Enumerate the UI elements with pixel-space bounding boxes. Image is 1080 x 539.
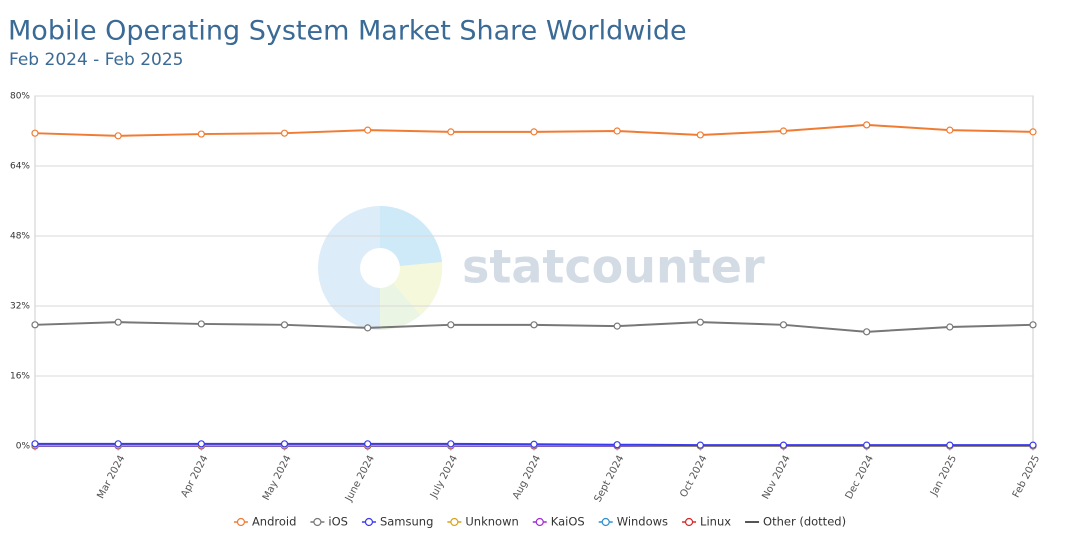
data-point bbox=[280, 440, 289, 448]
data-point bbox=[779, 321, 788, 329]
data-point bbox=[447, 440, 455, 448]
data-point bbox=[613, 441, 621, 449]
data-point bbox=[114, 440, 122, 448]
data-point bbox=[863, 121, 871, 129]
x-tick-label: Apr 2024 bbox=[179, 454, 210, 500]
data-point bbox=[280, 321, 289, 329]
legend-item[interactable]: Unknown bbox=[447, 515, 519, 529]
watermark: statcounter bbox=[462, 240, 765, 294]
x-tick-label: Jan 2025 bbox=[928, 454, 959, 499]
legend-item[interactable]: Android bbox=[233, 515, 296, 529]
data-point bbox=[114, 318, 122, 326]
legend-marker bbox=[601, 517, 610, 527]
legend-marker bbox=[535, 517, 544, 527]
data-point bbox=[530, 321, 538, 329]
chart-subtitle: Feb 2024 - Feb 2025 bbox=[9, 50, 183, 70]
x-tick-label: Oct 2024 bbox=[678, 454, 709, 500]
legend-marker bbox=[364, 517, 374, 527]
x-tick-label: June 2024 bbox=[343, 454, 377, 505]
legend-label: iOS bbox=[328, 515, 348, 529]
data-point bbox=[863, 441, 871, 449]
x-tick-label: Aug 2024 bbox=[511, 454, 543, 502]
data-point bbox=[364, 324, 372, 332]
y-tick-label: 48% bbox=[10, 232, 30, 242]
data-point bbox=[530, 128, 538, 136]
data-point bbox=[1029, 128, 1037, 136]
data-point bbox=[197, 320, 205, 328]
data-point bbox=[31, 440, 39, 448]
legend-label: Samsung bbox=[380, 515, 433, 529]
legend: Android iOS Samsung Unknown KaiOS Windows Linu… bbox=[233, 515, 846, 529]
legend-item[interactable]: KaiOS bbox=[532, 515, 585, 529]
x-tick-label: Nov 2024 bbox=[760, 454, 792, 502]
data-point bbox=[696, 131, 704, 139]
legend-item[interactable]: Other (dotted) bbox=[745, 515, 846, 529]
data-point bbox=[863, 328, 871, 336]
data-point bbox=[114, 132, 122, 140]
data-point bbox=[197, 130, 205, 138]
data-point bbox=[447, 321, 455, 329]
data-point bbox=[197, 440, 205, 448]
legend-label: Linux bbox=[700, 515, 731, 529]
data-point bbox=[1029, 441, 1037, 449]
y-tick-label: 64% bbox=[10, 162, 30, 172]
data-point bbox=[364, 126, 372, 134]
y-tick-label: 0% bbox=[16, 442, 31, 452]
data-point bbox=[946, 323, 954, 331]
legend-item[interactable]: Windows bbox=[598, 515, 668, 529]
data-point bbox=[696, 441, 704, 449]
watermark-logo bbox=[318, 205, 443, 330]
data-point bbox=[1029, 321, 1037, 329]
x-tick-label: Feb 2025 bbox=[1011, 454, 1042, 500]
legend-marker bbox=[313, 517, 322, 527]
legend-label: Windows bbox=[617, 515, 668, 529]
data-point bbox=[779, 127, 788, 135]
y-tick-label: 80% bbox=[10, 92, 30, 102]
legend-marker bbox=[236, 517, 246, 527]
y-tick-label: 16% bbox=[10, 372, 30, 382]
legend-label: Unknown bbox=[465, 515, 518, 529]
legend-item[interactable]: Linux bbox=[682, 515, 731, 529]
data-point bbox=[31, 129, 39, 137]
legend-label: KaiOS bbox=[551, 515, 585, 529]
data-point bbox=[613, 322, 621, 330]
data-point bbox=[31, 321, 39, 329]
data-point bbox=[946, 126, 954, 134]
legend-marker bbox=[684, 517, 694, 527]
data-point bbox=[530, 440, 538, 448]
legend-item[interactable]: iOS bbox=[310, 515, 348, 529]
data-point bbox=[779, 441, 788, 449]
x-tick-label: May 2024 bbox=[261, 454, 294, 503]
chart-title: Mobile Operating System Market Share Wor… bbox=[8, 16, 687, 47]
data-point bbox=[447, 128, 455, 136]
legend-item[interactable]: Samsung bbox=[361, 515, 433, 529]
data-point bbox=[613, 127, 621, 135]
legend-label: Other (dotted) bbox=[763, 515, 846, 529]
y-tick-label: 32% bbox=[10, 302, 30, 312]
data-point bbox=[696, 318, 704, 326]
x-tick-label: Dec 2024 bbox=[844, 454, 876, 502]
legend-marker bbox=[450, 517, 459, 527]
x-tick-label: Sept 2024 bbox=[593, 454, 627, 505]
data-point bbox=[364, 440, 372, 448]
legend-label: Android bbox=[252, 515, 296, 529]
x-tick-label: July 2024 bbox=[428, 454, 460, 501]
data-point bbox=[280, 129, 289, 137]
data-point bbox=[946, 441, 954, 449]
x-tick-label: Mar 2024 bbox=[95, 454, 127, 501]
